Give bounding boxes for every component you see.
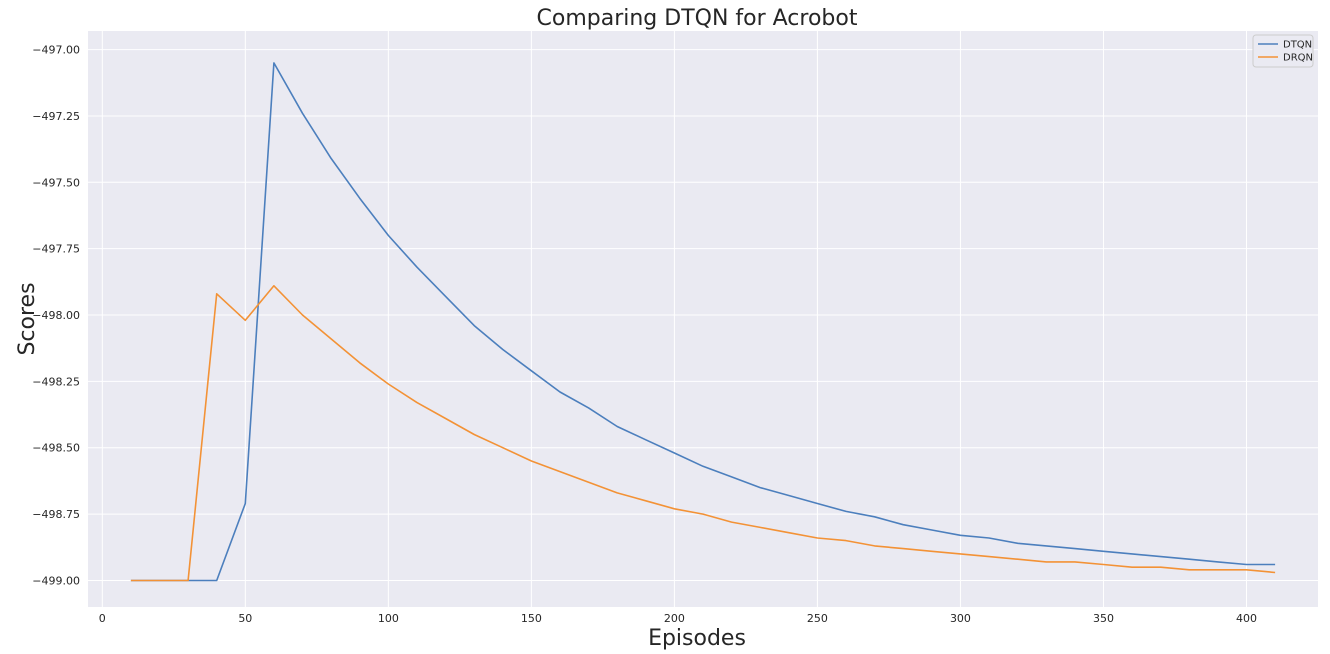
y-tick-label: −497.00 bbox=[32, 44, 80, 57]
y-tick-label: −499.00 bbox=[32, 574, 80, 587]
x-tick-label: 350 bbox=[1093, 612, 1114, 625]
plot-area bbox=[88, 31, 1318, 607]
y-tick-label: −498.50 bbox=[32, 442, 80, 455]
x-tick-label: 200 bbox=[664, 612, 685, 625]
x-tick-label: 300 bbox=[950, 612, 971, 625]
y-axis-title: Scores bbox=[15, 282, 40, 355]
x-tick-label: 250 bbox=[807, 612, 828, 625]
x-tick-label: 0 bbox=[99, 612, 106, 625]
series-lines bbox=[130, 62, 1276, 582]
legend-label: DTQN bbox=[1283, 40, 1312, 51]
y-tick-label: −498.75 bbox=[32, 508, 80, 521]
x-tick-label: 100 bbox=[378, 612, 399, 625]
legend: DTQN DRQN bbox=[1252, 34, 1314, 68]
x-tick-label: 150 bbox=[521, 612, 542, 625]
chart-title: Comparing DTQN for Acrobot bbox=[537, 6, 858, 31]
y-tick-label: −497.25 bbox=[32, 110, 80, 123]
y-tick-label: −497.50 bbox=[32, 176, 80, 189]
y-tick-label: −498.00 bbox=[32, 309, 80, 322]
y-tick-label: −498.25 bbox=[32, 375, 80, 388]
x-tick-label: 400 bbox=[1236, 612, 1257, 625]
legend-box bbox=[1252, 34, 1314, 68]
series-line-drqn bbox=[130, 284, 1276, 582]
x-tick-label: 50 bbox=[238, 612, 252, 625]
y-axis-ticks: −497.00 −497.25 −497.50 −497.75 −498.00 −498.… bbox=[32, 44, 80, 588]
x-axis-title: Episodes bbox=[648, 626, 746, 651]
legend-label: DRQN bbox=[1283, 53, 1313, 64]
x-axis-ticks: 0 50 100 150 200 250 300 350 400 bbox=[99, 612, 1257, 625]
series-line-dtqn bbox=[130, 62, 1276, 582]
y-tick-label: −497.75 bbox=[32, 243, 80, 256]
